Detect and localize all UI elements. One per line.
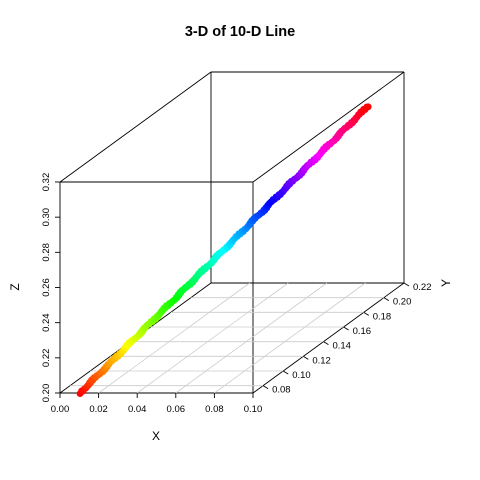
y-tick-label: 0.14 bbox=[332, 341, 351, 352]
y-tick-mark bbox=[323, 342, 328, 345]
y-tick-mark bbox=[283, 371, 288, 374]
y-tick-label: 0.10 bbox=[292, 370, 311, 381]
box-edge bbox=[253, 72, 404, 182]
y-tick-label: 0.16 bbox=[353, 326, 372, 337]
z-axis-ticks: 0.20 0.22 0.24 0.26 0.28 0.30 0.32 bbox=[41, 173, 60, 403]
z-tick-label: 0.24 bbox=[41, 313, 52, 332]
x-tick-label: 0.06 bbox=[167, 404, 186, 415]
x-tick-label: 0.10 bbox=[244, 404, 263, 415]
z-tick-label: 0.30 bbox=[41, 208, 52, 227]
z-tick-label: 0.26 bbox=[41, 278, 52, 297]
box-edge bbox=[253, 283, 404, 393]
y-tick-mark bbox=[263, 386, 268, 389]
x-tick-label: 0.04 bbox=[128, 404, 147, 415]
y-tick-mark bbox=[364, 312, 369, 315]
y-tick-label: 0.20 bbox=[393, 297, 412, 308]
y-axis-label: Y bbox=[439, 279, 453, 287]
y-tick-mark bbox=[404, 283, 409, 286]
y-tick-label: 0.08 bbox=[272, 385, 291, 396]
y-tick-mark bbox=[344, 327, 349, 330]
z-tick-label: 0.32 bbox=[41, 173, 52, 192]
x-axis-ticks: 0.00 0.02 0.04 0.06 0.08 0.10 bbox=[51, 393, 263, 415]
z-tick-label: 0.22 bbox=[41, 349, 52, 368]
x-tick-label: 0.02 bbox=[89, 404, 108, 415]
x-tick-label: 0.08 bbox=[205, 404, 224, 415]
y-tick-label: 0.18 bbox=[373, 311, 392, 322]
y-tick-mark bbox=[384, 298, 389, 301]
floor-grid bbox=[70, 283, 384, 393]
data-points bbox=[77, 103, 372, 397]
box-edge bbox=[60, 72, 211, 182]
y-tick-mark bbox=[303, 356, 308, 359]
y-tick-label: 0.12 bbox=[312, 355, 331, 366]
grid-line-x bbox=[214, 283, 365, 393]
x-axis-label: X bbox=[152, 429, 160, 443]
z-axis-label: Z bbox=[8, 283, 22, 290]
y-tick-label: 0.22 bbox=[413, 282, 432, 293]
data-point bbox=[365, 103, 372, 110]
x-tick-label: 0.00 bbox=[51, 404, 70, 415]
grid-line-x bbox=[137, 283, 288, 393]
z-tick-label: 0.28 bbox=[41, 243, 52, 261]
chart-title: 3-D of 10-D Line bbox=[185, 24, 295, 40]
z-tick-label: 0.20 bbox=[41, 384, 52, 403]
